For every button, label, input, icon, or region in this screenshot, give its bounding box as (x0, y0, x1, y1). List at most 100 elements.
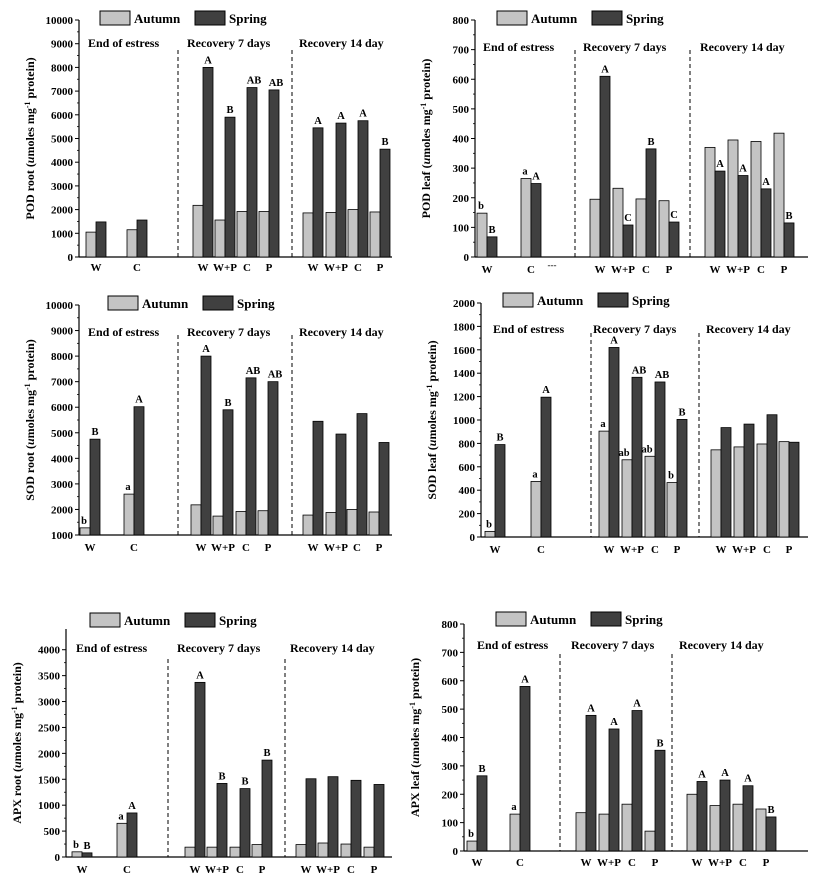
bar-spring (89, 438, 101, 536)
y-tick-label: 2500 (38, 722, 61, 734)
sig-letter-autumn: b (468, 829, 474, 840)
category-label: W (85, 542, 96, 554)
y-tick-label: 1000 (51, 228, 74, 240)
y-tick-label: 9000 (51, 39, 74, 51)
y-tick-label: 7000 (51, 86, 74, 98)
legend-label-autumn: Autumn (531, 11, 578, 26)
bar-autumn (466, 840, 478, 852)
axis-note: --- (548, 260, 557, 270)
bar-spring (742, 785, 754, 852)
y-axis-title-sup: -1 (23, 383, 32, 390)
bar-spring (202, 67, 214, 258)
sig-letter-spring: A (610, 335, 618, 346)
category-label: C (757, 264, 765, 276)
y-tick-label: 100 (453, 222, 470, 234)
sig-letter-spring: B (83, 841, 90, 852)
bar-autumn (598, 813, 610, 852)
legend: Autumn Spring (495, 611, 663, 627)
bar-spring (585, 714, 597, 852)
bar-autumn (85, 231, 97, 258)
y-tick-label: 800 (459, 438, 476, 450)
bar-spring (246, 87, 258, 258)
y-tick-label: 200 (453, 193, 470, 205)
sig-letter-spring: A (532, 172, 540, 183)
y-tick-label: 400 (453, 134, 470, 146)
y-tick-label: 1000 (453, 415, 476, 427)
bar-autumn (340, 843, 352, 858)
category-label: W+P (205, 864, 229, 876)
y-tick-label: 0 (55, 852, 61, 864)
bar-autumn (126, 229, 138, 258)
category-label: C (651, 544, 659, 556)
sig-letter-autumn: b (73, 840, 79, 851)
sig-letter-spring: A (337, 111, 345, 122)
y-axis-title-sup: -1 (425, 385, 434, 392)
y-axis-title: APX root (umoles mg-1 protein) (10, 662, 25, 824)
y-axis-title: SOD leaf (umoles mg-1 protein) (425, 340, 440, 499)
category-label: P (781, 264, 788, 276)
y-tick-label: 8000 (51, 62, 74, 74)
section-label: Recovery 7 days (583, 40, 667, 54)
bar-autumn (258, 211, 270, 258)
y-tick-label: 600 (459, 462, 476, 474)
category-label: W+P (211, 542, 235, 554)
sig-letter-spring: B (241, 777, 248, 788)
bar-autumn (755, 808, 767, 852)
legend-label-autumn: Autumn (124, 613, 171, 628)
sig-letter-spring: A (542, 385, 550, 396)
bar-autumn (116, 822, 128, 858)
sig-letter-spring: A (202, 344, 210, 355)
y-axis-title-unit: u (425, 439, 439, 446)
bar-autumn (666, 482, 678, 538)
bar-spring (608, 347, 620, 538)
y-tick-label: 3000 (51, 479, 74, 491)
y-axis-title-end: protein) (23, 339, 37, 383)
y-tick-label: 7000 (51, 377, 74, 389)
section-label: End of estress (483, 40, 554, 54)
legend-label-spring: Spring (626, 11, 664, 26)
y-tick-label: 300 (442, 761, 459, 773)
category-label: C (347, 864, 355, 876)
bar-autumn (295, 844, 307, 858)
sig-letter-spring: AB (268, 370, 283, 381)
bar-autumn (302, 514, 314, 536)
category-label: W (490, 544, 501, 556)
category-label: C (123, 864, 131, 876)
y-axis-title-end: protein) (10, 662, 24, 706)
sig-letter-spring: B (678, 407, 685, 418)
bar-spring (335, 122, 347, 258)
y-axis-title-sup: -1 (23, 101, 32, 108)
sig-letter-autumn: a (511, 802, 517, 813)
category-label: W (308, 542, 319, 554)
category-label: W (198, 262, 209, 274)
y-axis-title-main: POD leaf ( (419, 164, 433, 218)
bar-spring (599, 75, 611, 258)
category-label: W (301, 864, 312, 876)
y-tick-label: 600 (453, 74, 470, 86)
category-label: C (628, 857, 636, 869)
sig-letter-spring: B (496, 433, 503, 444)
category-label: W (91, 262, 102, 274)
y-axis-title-rest: moles mg (425, 391, 439, 439)
category-label: W+P (726, 264, 750, 276)
y-tick-label: 10000 (46, 15, 74, 27)
bar-autumn (369, 211, 381, 258)
y-axis-title: APX leaf (umoles mg-1 protein) (408, 658, 423, 817)
sig-letter-autumn: a (522, 166, 528, 177)
legend-label-spring: Spring (229, 11, 267, 26)
y-axis-title: SOD root (umoles mg-1 protein) (23, 339, 38, 501)
section-label: Recovery 7 days (187, 325, 271, 339)
bar-autumn (750, 141, 762, 258)
bar-autumn (368, 511, 380, 536)
bar-autumn (229, 846, 241, 858)
bar-autumn (476, 212, 488, 258)
sig-letter-spring: B (656, 738, 663, 749)
y-axis-title-end: protein) (23, 57, 37, 101)
bar-spring (608, 728, 620, 852)
bar-autumn (710, 449, 722, 538)
sig-letter-spring: AB (247, 76, 262, 87)
sig-letter-spring: A (204, 55, 212, 66)
section-label: Recovery 7 days (593, 322, 677, 336)
legend-swatch-autumn (107, 295, 139, 311)
section-label: Recovery 14 day (290, 641, 375, 655)
